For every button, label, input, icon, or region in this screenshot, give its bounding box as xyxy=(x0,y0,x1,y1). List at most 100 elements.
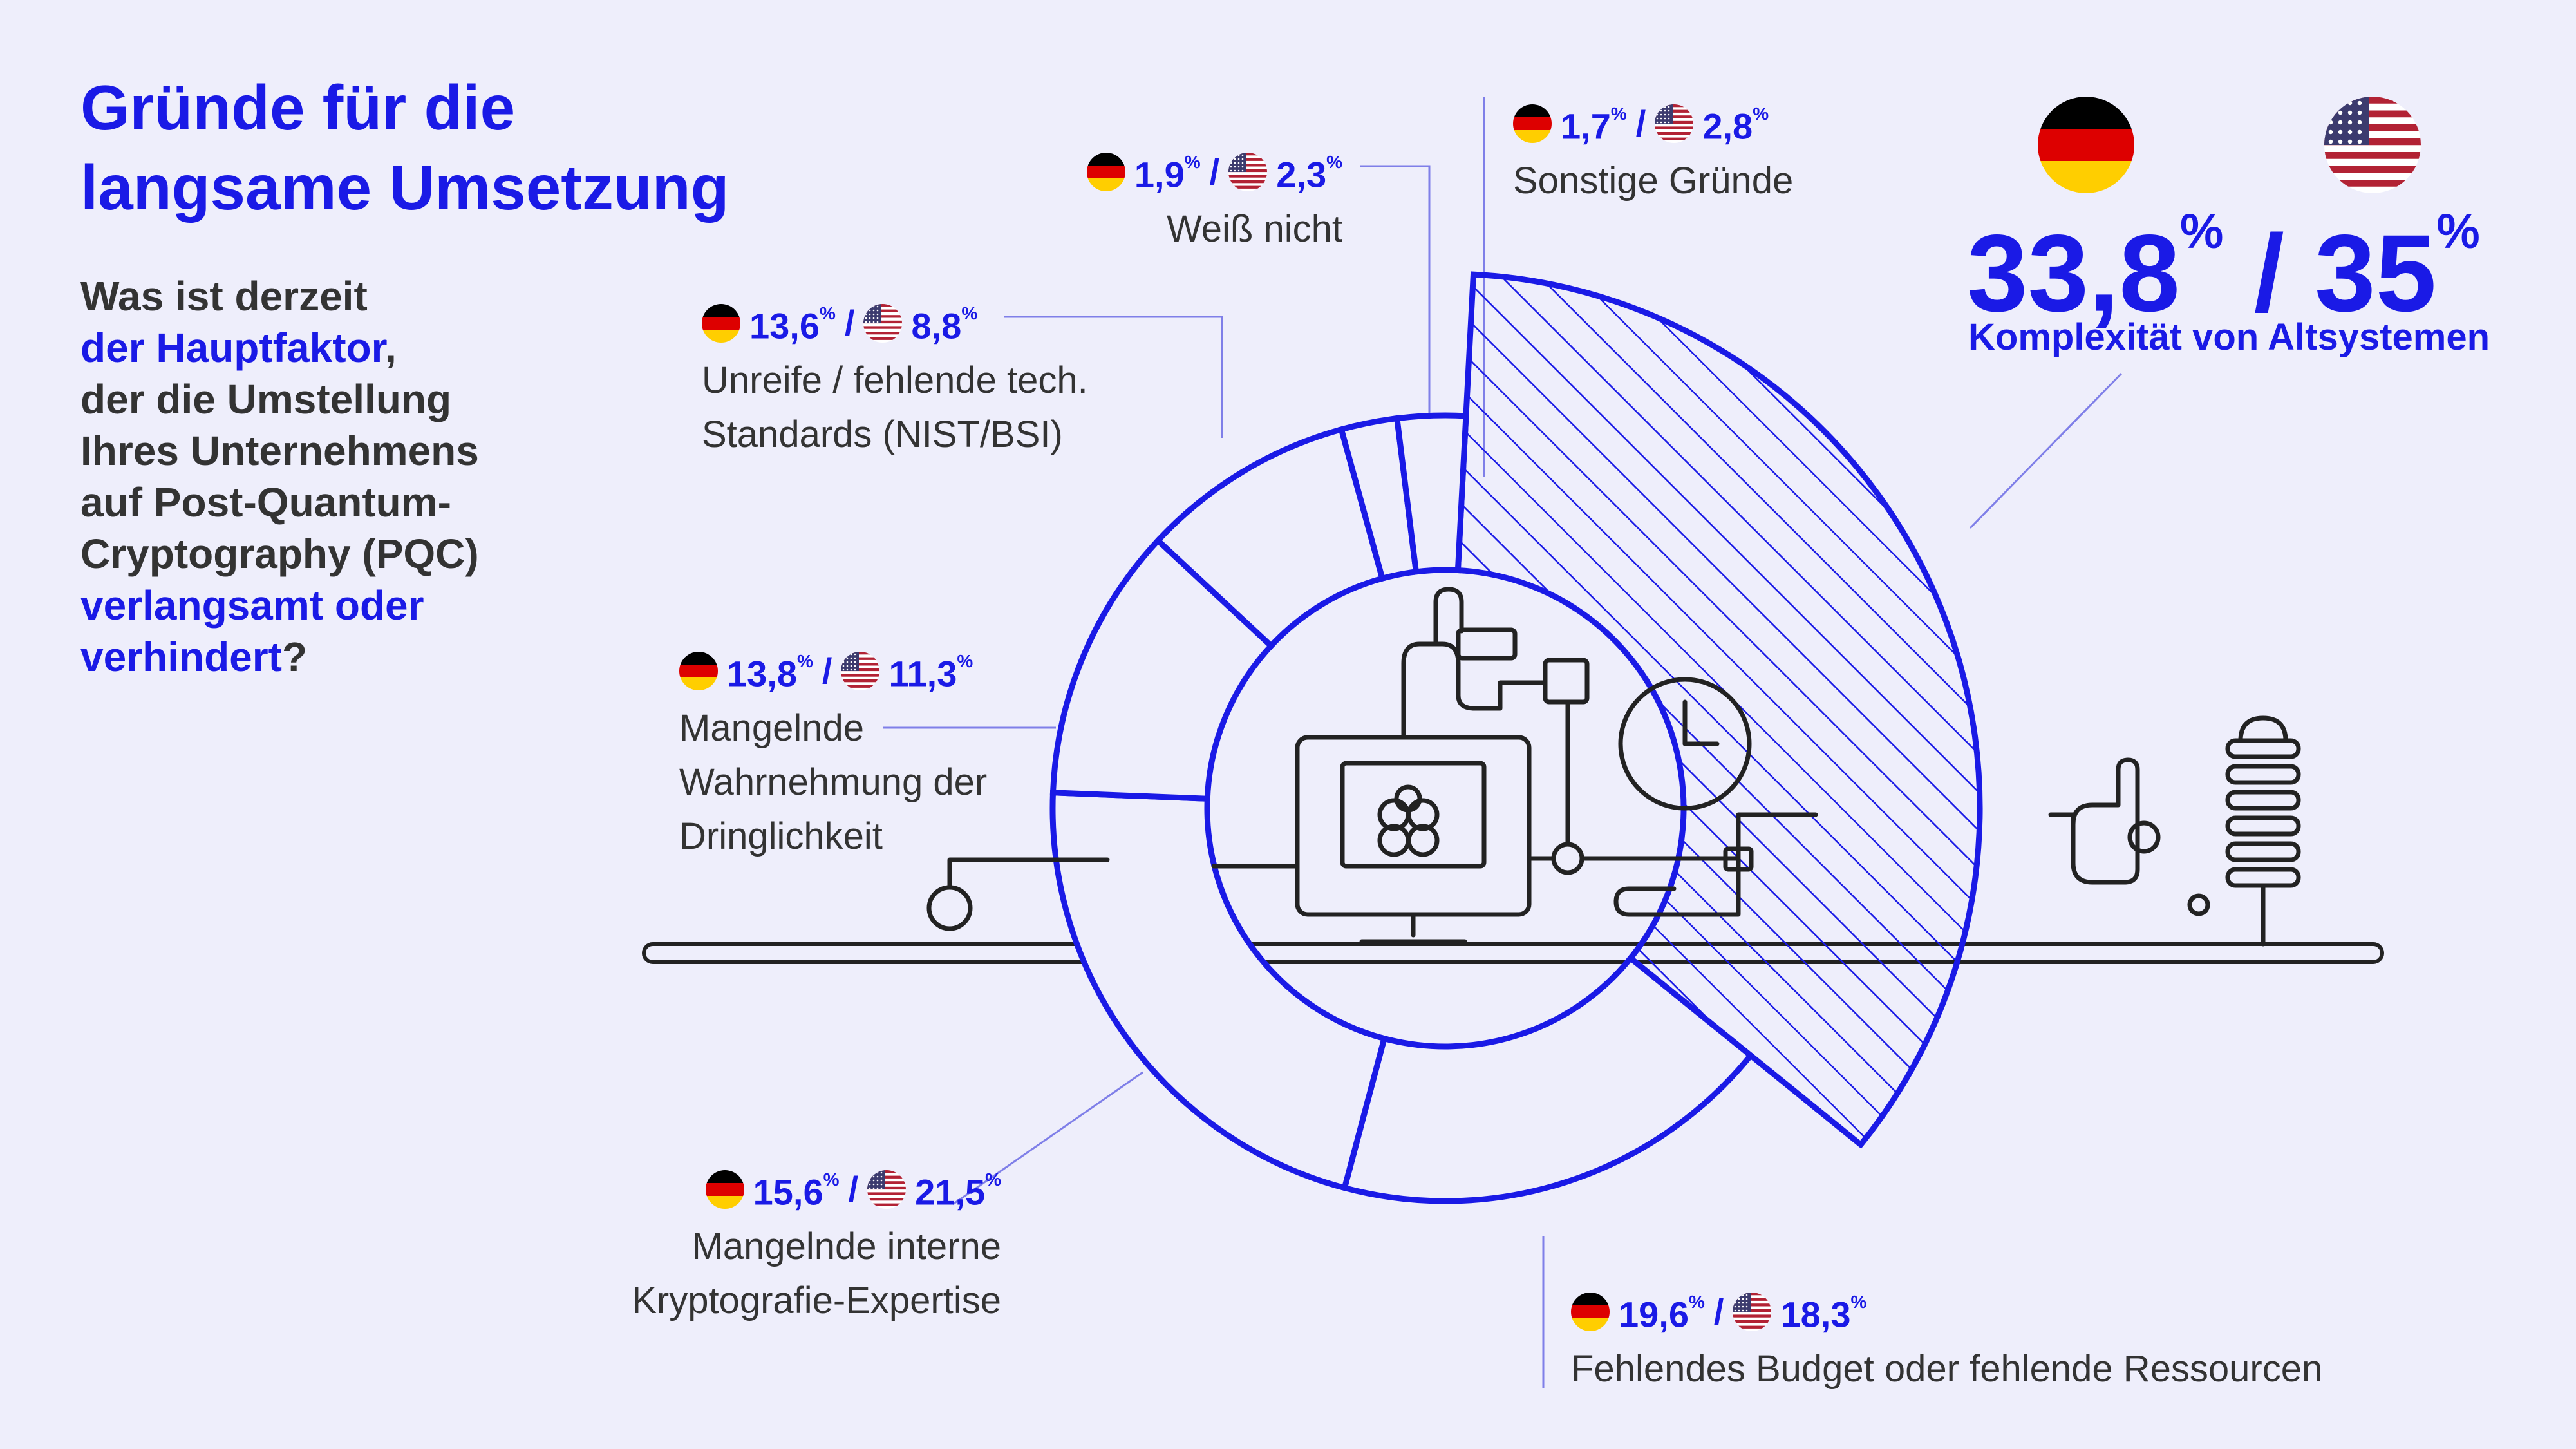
donut-slice-sonstige xyxy=(1393,412,1469,575)
value-de: 15,6 xyxy=(753,1171,823,1213)
leader-line-expertise xyxy=(952,1071,1143,1206)
segment-label-standards: 13,6%/8,8% Unreife / fehlende tech. Standa… xyxy=(702,293,1088,462)
value-us-wrap: 8,8% xyxy=(911,293,977,354)
leader-line-standards xyxy=(1004,316,1223,438)
segment-label-text: Sonstige Gründe xyxy=(1513,159,1794,202)
percent-sign: % xyxy=(820,303,836,323)
percent-sign: % xyxy=(985,1170,1001,1189)
value-de: 19,6 xyxy=(1619,1294,1689,1335)
title-line-2: langsame Umsetzung xyxy=(80,152,729,223)
percent-sign: % xyxy=(1689,1292,1705,1312)
segment-label-text: Mangelnde interne xyxy=(691,1225,1001,1267)
leader-lines xyxy=(883,97,2123,1388)
usa-flag-icon xyxy=(1655,104,1694,143)
title-line-1: Gründe für die xyxy=(80,72,516,143)
question-emphasis-1: der Hauptfaktor xyxy=(80,325,385,371)
question-line-4: Ihres Unternehmens xyxy=(80,428,479,474)
segment-label-text: Mangelnde xyxy=(679,706,864,749)
donut-slice-dringlichkeit xyxy=(1049,536,1275,802)
highlight-value: 33,8% / 35% xyxy=(1967,193,2480,338)
value-us-wrap: 11,3% xyxy=(888,641,973,701)
value-de-wrap: 19,6% xyxy=(1619,1282,1705,1342)
donut-slice-altsysteme xyxy=(1454,271,1983,1149)
percent-sign: % xyxy=(957,651,973,671)
percent-sign: % xyxy=(1753,104,1769,124)
segment-values: 13,8%/11,3% xyxy=(679,641,987,701)
value-us: 18,3 xyxy=(1780,1294,1851,1335)
value-de-wrap: 13,8% xyxy=(727,641,813,701)
percent-sign: % xyxy=(2436,204,2480,259)
question-emphasis-3: verhindert xyxy=(80,634,282,680)
value-us-wrap: 2,8% xyxy=(1702,93,1769,154)
usa-flag-icon xyxy=(867,1170,907,1209)
usa-flag-icon xyxy=(863,303,903,343)
segment-values: 19,6%/18,3% xyxy=(1571,1282,2322,1342)
germany-flag-icon xyxy=(2038,97,2134,193)
value-separator: / xyxy=(822,650,832,691)
highlight-value-us: 35 xyxy=(2315,212,2437,335)
percent-sign: % xyxy=(1850,1292,1867,1312)
percent-sign: % xyxy=(1184,152,1201,172)
usa-flag-icon xyxy=(1733,1292,1772,1331)
segment-label-text: Dringlichkeit xyxy=(679,815,883,857)
germany-flag-icon xyxy=(1086,152,1125,191)
percent-sign: % xyxy=(797,651,813,671)
question-line-6: Cryptography (PQC) xyxy=(80,531,479,577)
segment-label-text: Kryptografie-Expertise xyxy=(632,1279,1001,1321)
value-us-wrap: 18,3% xyxy=(1780,1282,1866,1342)
value-us: 2,3 xyxy=(1276,154,1327,195)
value-de-wrap: 13,6% xyxy=(749,293,836,354)
value-separator: / xyxy=(1713,1291,1724,1332)
value-de-wrap: 1,7% xyxy=(1561,93,1627,154)
question-line-1: Was ist derzeit xyxy=(80,273,368,319)
leader-line-altsysteme xyxy=(1969,372,2123,529)
segment-values: 15,6% / 21,5% xyxy=(632,1159,1001,1220)
value-de: 13,6 xyxy=(749,305,820,346)
segment-label-text: Fehlendes Budget oder fehlende Ressource… xyxy=(1571,1347,2323,1390)
percent-sign: % xyxy=(961,303,978,323)
segment-label-budget: 19,6%/18,3% Fehlendes Budget oder fehlend… xyxy=(1571,1282,2322,1396)
percent-sign: % xyxy=(1610,104,1627,124)
question-line-2-tail: , xyxy=(384,325,397,371)
germany-flag-icon xyxy=(1571,1292,1610,1331)
segment-label-text: Unreife / fehlende tech. xyxy=(702,359,1088,401)
value-us: 11,3 xyxy=(888,653,957,694)
value-separator: / xyxy=(844,302,855,343)
percent-sign: % xyxy=(823,1170,840,1189)
value-de: 13,8 xyxy=(727,653,797,694)
segment-values: 1,9%/ 2,3% xyxy=(1086,142,1342,202)
segment-label-text: Weiß nicht xyxy=(1167,207,1342,250)
germany-flag-icon xyxy=(679,651,718,690)
page-title: Gründe für die langsame Umsetzung xyxy=(80,68,729,227)
question-line-8: verhindert? xyxy=(80,631,479,683)
highlight-slash: / xyxy=(2253,212,2284,335)
donut-slice-expertise xyxy=(1049,790,1388,1192)
value-de-wrap: 1,9% xyxy=(1134,142,1201,202)
question-emphasis-2: verlangsamt oder xyxy=(80,582,424,629)
question-line-5: auf Post-Quantum- xyxy=(80,479,451,526)
percent-sign: % xyxy=(2179,204,2224,259)
value-us-wrap: 2,3% xyxy=(1276,142,1342,202)
value-separator: / xyxy=(1209,151,1220,192)
donut-slice-budget xyxy=(1340,954,1755,1204)
question-line-8-tail: ? xyxy=(281,634,308,680)
germany-flag-icon xyxy=(1513,104,1552,143)
highlight-value-de: 33,8 xyxy=(1967,212,2180,335)
segment-label-sonstige: 1,7%/ 2,8% Sonstige Gründe xyxy=(1513,93,1793,208)
segment-values: 1,7%/ 2,8% xyxy=(1513,93,1793,154)
survey-question: Was ist derzeit der Hauptfaktor, der die… xyxy=(80,270,479,683)
value-separator: / xyxy=(1635,102,1646,144)
value-us: 8,8 xyxy=(911,305,962,346)
germany-flag-icon xyxy=(705,1170,744,1209)
ground-line xyxy=(642,942,2384,964)
value-separator: / xyxy=(848,1168,859,1209)
segment-label-text: Standards (NIST/BSI) xyxy=(702,413,1063,455)
donut-segments xyxy=(1049,271,1983,1204)
question-line-3: der die Umstellung xyxy=(80,376,452,422)
highlight-label: Komplexität von Altsystemen xyxy=(1968,316,2490,358)
leader-line-weiss-nicht xyxy=(1360,165,1431,477)
value-us: 2,8 xyxy=(1702,106,1753,147)
value-us-wrap: 21,5% xyxy=(915,1159,1001,1220)
